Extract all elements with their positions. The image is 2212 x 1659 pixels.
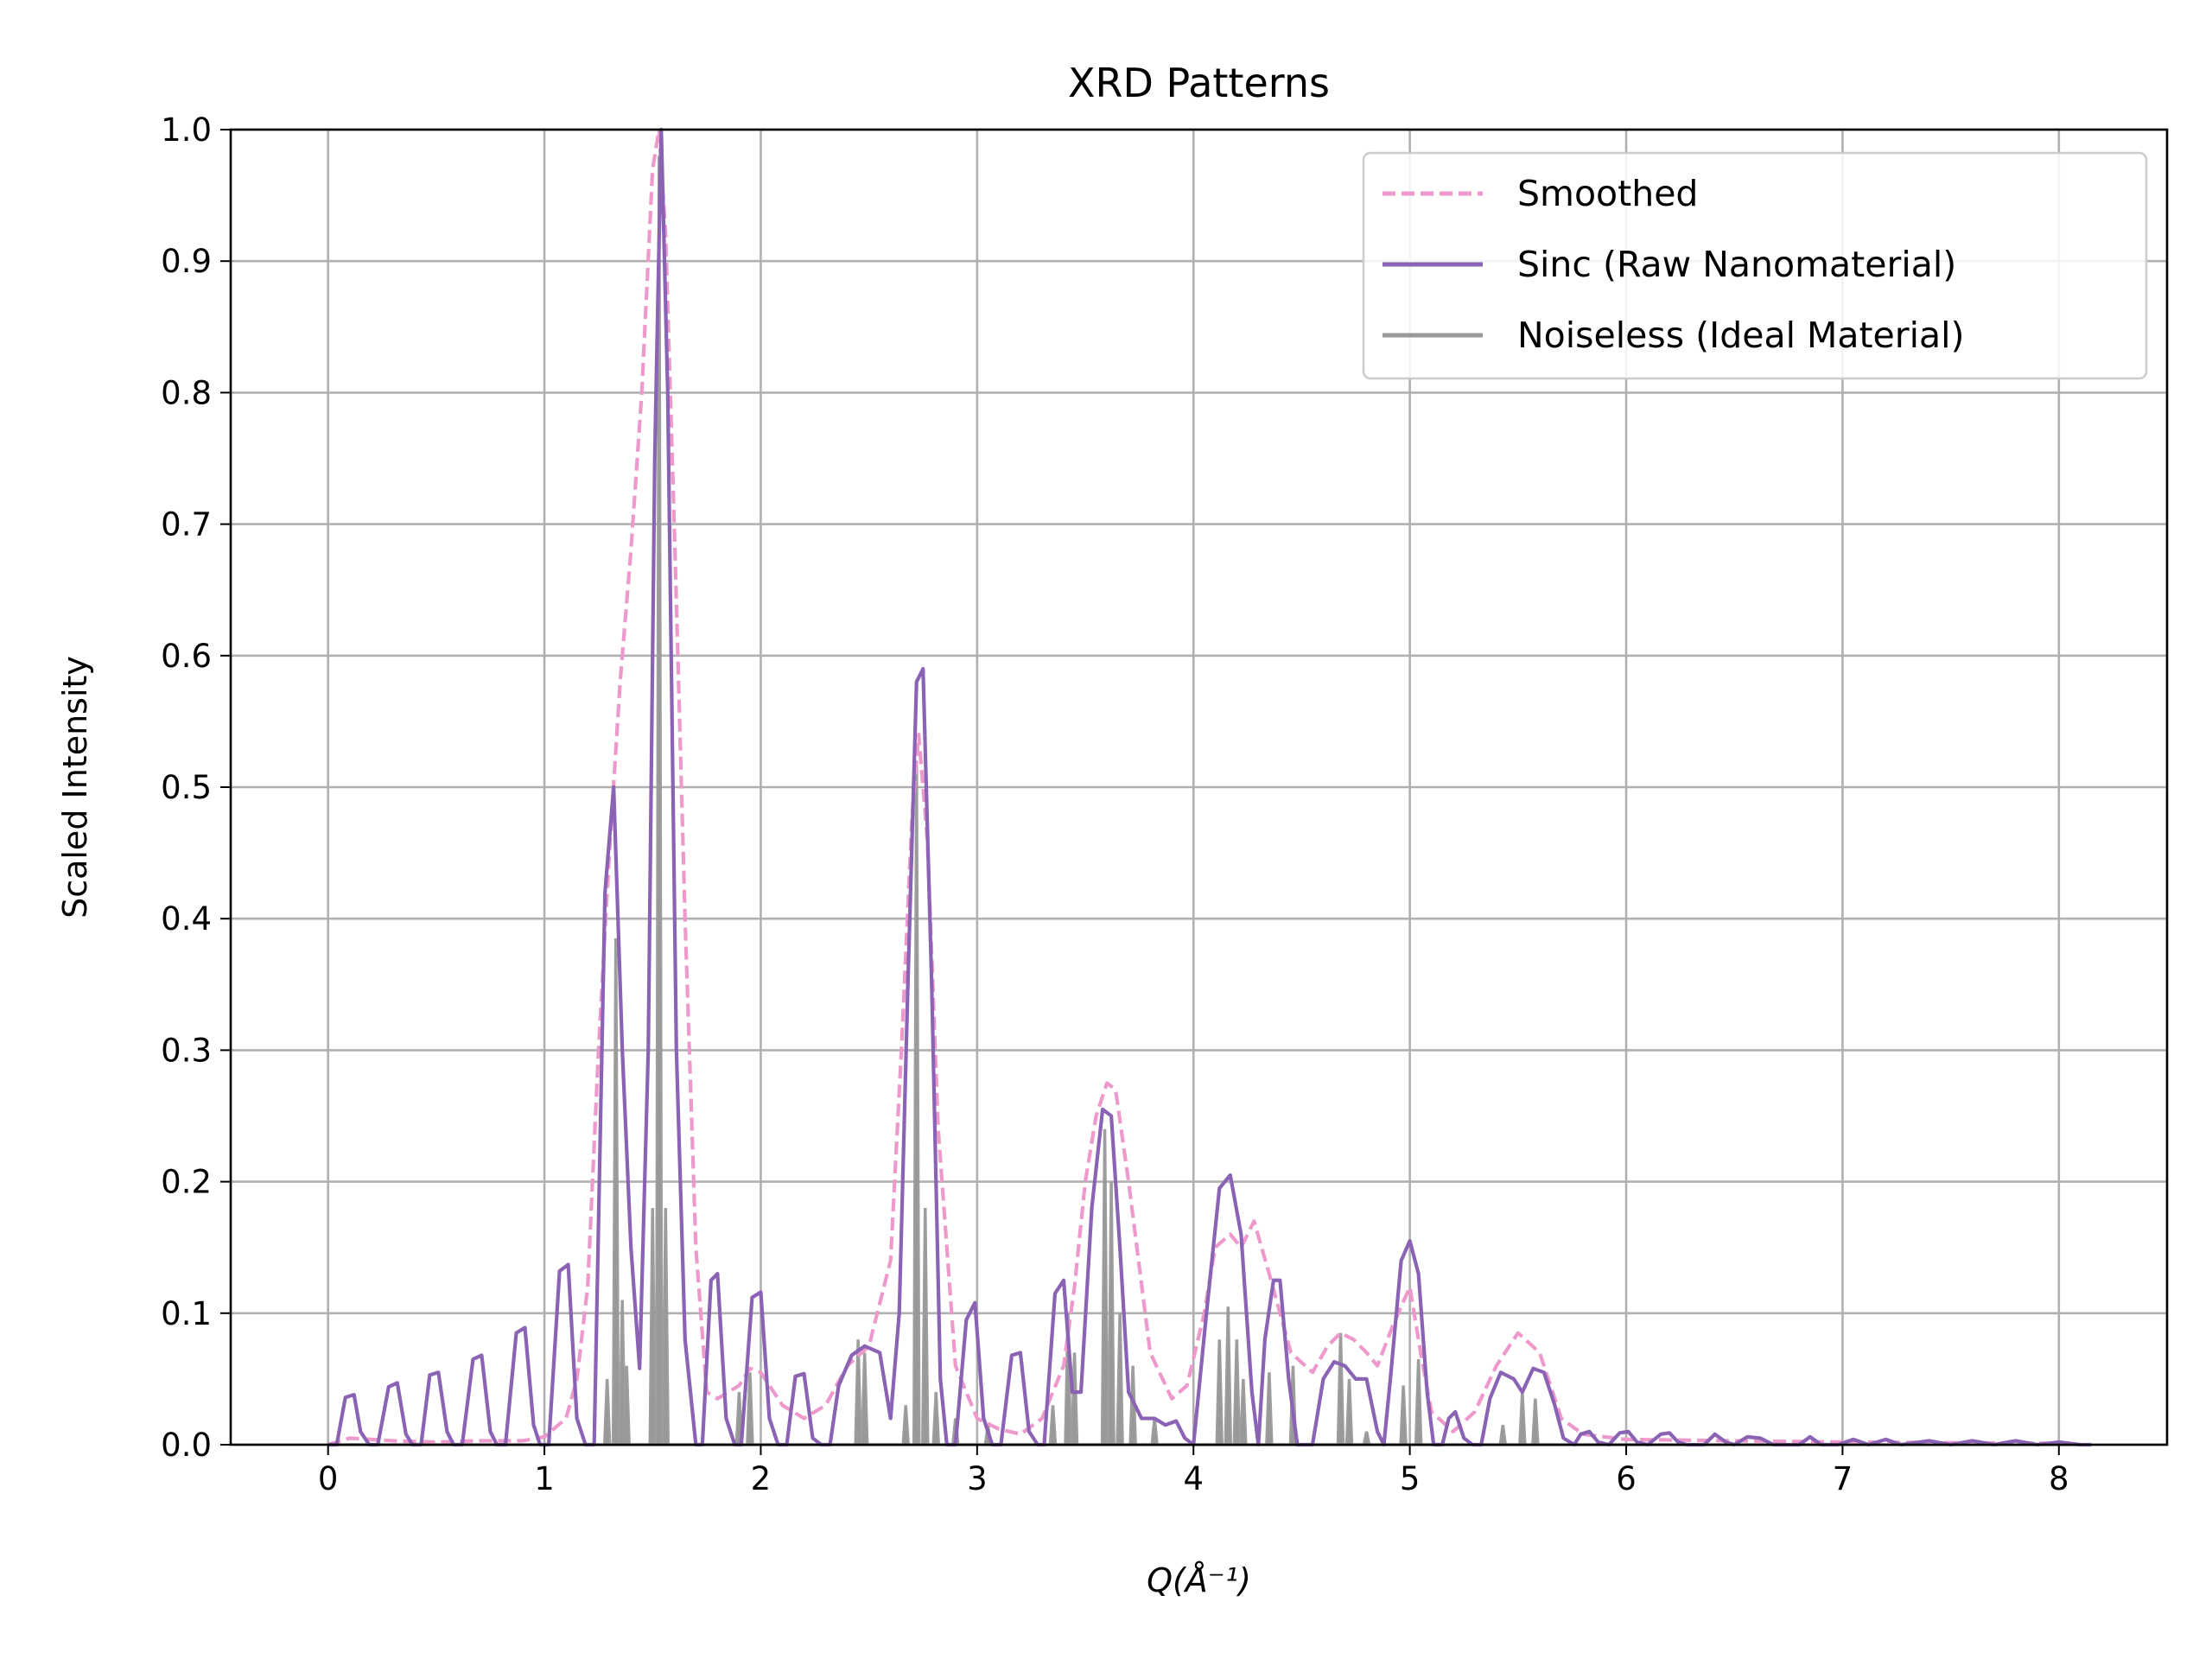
y-tick-label-8: 0.8: [161, 374, 212, 411]
y-tick-label-2: 0.2: [161, 1164, 212, 1201]
series-sinc-raw-nanomaterial: [327, 127, 2092, 1447]
x-tick-label-1: 1: [534, 1460, 555, 1497]
y-tick-label-1: 0.1: [161, 1295, 212, 1332]
y-tick-label-7: 0.7: [161, 506, 212, 543]
x-tick-label-0: 0: [318, 1460, 339, 1497]
legend-box: [1362, 151, 2148, 380]
chart-title: XRD Patterns: [1068, 60, 1330, 106]
y-tick-label-4: 0.4: [161, 900, 212, 938]
x-tick-label-5: 5: [1400, 1460, 1421, 1497]
x-tick-label-3: 3: [967, 1460, 988, 1497]
legend-label-0: Smoothed: [1517, 173, 1698, 214]
series-smoothed: [327, 127, 2059, 1447]
x-axis-label: Q(Å⁻¹): [1147, 1561, 1251, 1599]
legend: Smoothed Sinc (Raw Nanomaterial) Noiseless…: [1362, 151, 2148, 380]
y-tick-label-6: 0.6: [161, 638, 212, 675]
y-tick-label-3: 0.3: [161, 1032, 212, 1069]
legend-label-2: Noiseless (Ideal Material): [1517, 315, 1965, 356]
y-tick-label-0: 0.0: [161, 1427, 212, 1464]
tick-layer: 0 1 2 3 4 5 6 7 8 0.0 0.1 0.2 0.3 0.4 0.5 0.6 0.7 0.8 0.9 1…: [161, 111, 2069, 1497]
x-tick-label-4: 4: [1183, 1460, 1204, 1497]
y-tick-label-5: 0.5: [161, 769, 212, 806]
y-tick-label-9: 0.9: [161, 243, 212, 280]
x-tick-label-2: 2: [751, 1460, 772, 1497]
y-tick-label-10: 1.0: [161, 111, 212, 149]
y-axis-label: Scaled Intensity: [56, 656, 94, 918]
x-tick-label-8: 8: [2049, 1460, 2069, 1497]
x-tick-label-7: 7: [1833, 1460, 1853, 1497]
legend-label-1: Sinc (Raw Nanomaterial): [1517, 244, 1956, 285]
x-tick-label-6: 6: [1616, 1460, 1637, 1497]
